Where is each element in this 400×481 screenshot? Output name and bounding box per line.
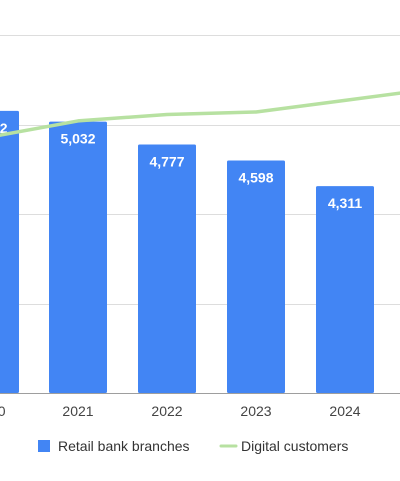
x-tick-label-2024: 2024: [329, 403, 360, 419]
bar-data-label-2022: 4,777: [149, 153, 184, 169]
bar-2020: [0, 110, 19, 393]
bar-data-labels: 5,152 5,032 4,777 4,598 4,311: [0, 120, 362, 211]
legend-label-digital-customers: Digital customers: [241, 438, 348, 454]
x-tick-label-2022: 2022: [151, 403, 182, 419]
x-tick-label-2023: 2023: [240, 403, 271, 419]
bar-2022: [138, 144, 196, 393]
bar-data-label-2020: 5,152: [0, 120, 8, 136]
x-tick-label-2021: 2021: [62, 403, 93, 419]
line-series: [0, 91, 400, 137]
x-tick-label-2020: 2020: [0, 403, 6, 419]
bar-2021: [49, 121, 107, 394]
line-digital-customers: [0, 91, 400, 137]
bar-2024: [316, 186, 374, 393]
bar-data-label-2021: 5,032: [60, 131, 95, 147]
x-axis-tick-labels: 2020 2021 2022 2023 2024: [0, 403, 361, 419]
bar-series: [0, 110, 374, 394]
legend: Retail bank branches Digital customers: [38, 438, 348, 454]
bar-data-label-2024: 4,311: [328, 195, 362, 211]
bar-2023: [227, 160, 285, 393]
bar-data-label-2023: 4,598: [238, 169, 273, 185]
legend-label-retail-bank-branches: Retail bank branches: [58, 438, 190, 454]
legend-swatch-retail-bank-branches: [38, 440, 50, 452]
